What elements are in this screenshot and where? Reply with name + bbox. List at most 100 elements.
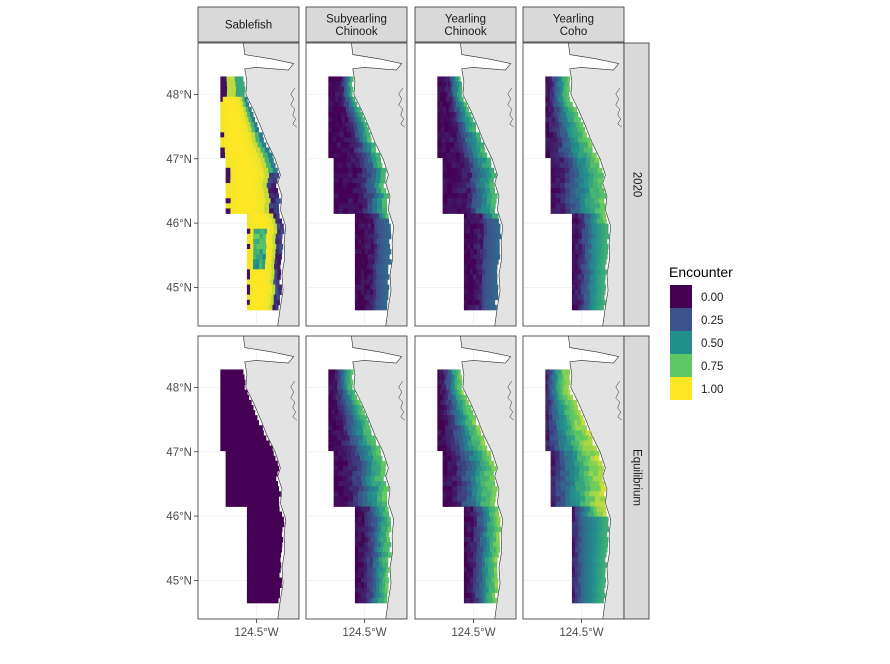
encounter-cell — [558, 379, 562, 386]
encounter-cell — [493, 228, 497, 235]
encounter-cell — [545, 147, 550, 153]
encounter-cell — [489, 542, 494, 548]
encounter-cell — [445, 101, 449, 108]
encounter-cell — [335, 122, 340, 128]
encounter-cell — [336, 147, 342, 153]
encounter-cell — [565, 96, 569, 103]
encounter-cell — [337, 445, 343, 452]
encounter-cell — [473, 243, 478, 250]
encounter-cell — [437, 399, 441, 406]
encounter-cell — [441, 430, 446, 436]
encounter-cell — [360, 294, 365, 301]
encounter-cell — [224, 435, 230, 441]
encounter-cell — [496, 238, 500, 245]
encounter-cell — [246, 299, 251, 306]
encounter-cell — [370, 243, 375, 250]
encounter-cell — [275, 304, 279, 311]
encounter-cell — [587, 567, 591, 573]
encounter-cell — [246, 557, 251, 563]
encounter-cell — [356, 476, 362, 482]
x-tick-label: 124.5°W — [559, 627, 603, 639]
encounter-cell — [351, 399, 355, 406]
encounter-cell — [594, 228, 599, 235]
encounter-cell — [225, 198, 232, 204]
encounter-cell — [343, 167, 349, 174]
encounter-cell — [461, 460, 467, 467]
encounter-cell — [573, 399, 577, 406]
encounter-cell — [456, 476, 462, 482]
encounter-cell — [362, 203, 368, 209]
encounter-cell — [259, 465, 265, 472]
encounter-cell — [555, 450, 560, 457]
encounter-cell — [363, 592, 367, 599]
encounter-cell — [245, 142, 250, 148]
encounter-cell — [591, 228, 596, 235]
encounter-cell — [378, 299, 382, 306]
encounter-cell — [450, 410, 454, 416]
encounter-cell — [575, 223, 579, 230]
encounter-cell — [379, 284, 384, 291]
encounter-cell — [227, 132, 233, 138]
column-strip-label: Yearling Chinook — [444, 13, 486, 38]
encounter-cell — [467, 172, 473, 179]
encounter-cell — [330, 91, 334, 98]
panel-border — [414, 42, 517, 327]
encounter-cell — [562, 394, 566, 401]
encounter-cell — [266, 162, 272, 169]
encounter-cell — [280, 223, 284, 230]
encounter-cell — [574, 127, 579, 133]
encounter-cell — [374, 259, 379, 265]
encounter-cell — [455, 379, 458, 386]
encounter-cell — [456, 470, 462, 477]
encounter-cell — [545, 445, 551, 452]
encounter-cell — [235, 496, 241, 502]
encounter-cell — [256, 289, 260, 296]
encounter-cell — [441, 384, 445, 391]
encounter-cell — [545, 369, 548, 375]
encounter-cell — [439, 379, 443, 386]
encounter-cell — [248, 152, 254, 159]
encounter-cell — [333, 152, 339, 159]
encounter-cell — [446, 445, 452, 452]
encounter-cell — [264, 496, 270, 502]
encounter-cell — [334, 117, 339, 123]
encounter-cell — [569, 470, 575, 477]
encounter-cell — [381, 587, 386, 594]
encounter-cell — [580, 592, 585, 599]
encounter-cell — [479, 506, 483, 512]
encounter-cell — [470, 460, 476, 467]
encounter-cell — [225, 172, 231, 179]
encounter-cell — [463, 526, 468, 533]
encounter-cell — [348, 203, 354, 209]
encounter-cell — [373, 506, 377, 512]
encounter-cell — [387, 542, 392, 548]
encounter-cell — [587, 142, 593, 148]
encounter-cell — [366, 299, 370, 306]
encounter-cell — [362, 198, 368, 204]
encounter-cell — [353, 193, 360, 199]
encounter-cell — [452, 379, 456, 386]
encounter-cell — [254, 501, 260, 507]
encounter-cell — [490, 304, 494, 311]
encounter-cell — [261, 597, 265, 604]
encounter-cell — [271, 567, 275, 573]
encounter-cell — [328, 122, 333, 128]
encounter-cell — [547, 101, 551, 108]
encounter-cell — [363, 587, 368, 594]
encounter-cell — [559, 450, 565, 457]
encounter-cell — [443, 91, 447, 98]
encounter-cell — [357, 557, 362, 563]
encounter-cell — [339, 127, 344, 133]
encounter-cell — [475, 476, 481, 482]
encounter-cell — [363, 137, 368, 143]
encounter-cell — [383, 486, 390, 492]
encounter-cell — [573, 430, 579, 436]
legend-label: 0.00 — [701, 292, 723, 304]
encounter-cell — [374, 526, 379, 533]
encounter-cell — [595, 572, 600, 578]
encounter-cell — [369, 592, 373, 599]
encounter-cell — [372, 592, 376, 599]
encounter-cell — [476, 147, 481, 153]
encounter-cell — [454, 127, 459, 133]
encounter-cell — [553, 374, 557, 380]
